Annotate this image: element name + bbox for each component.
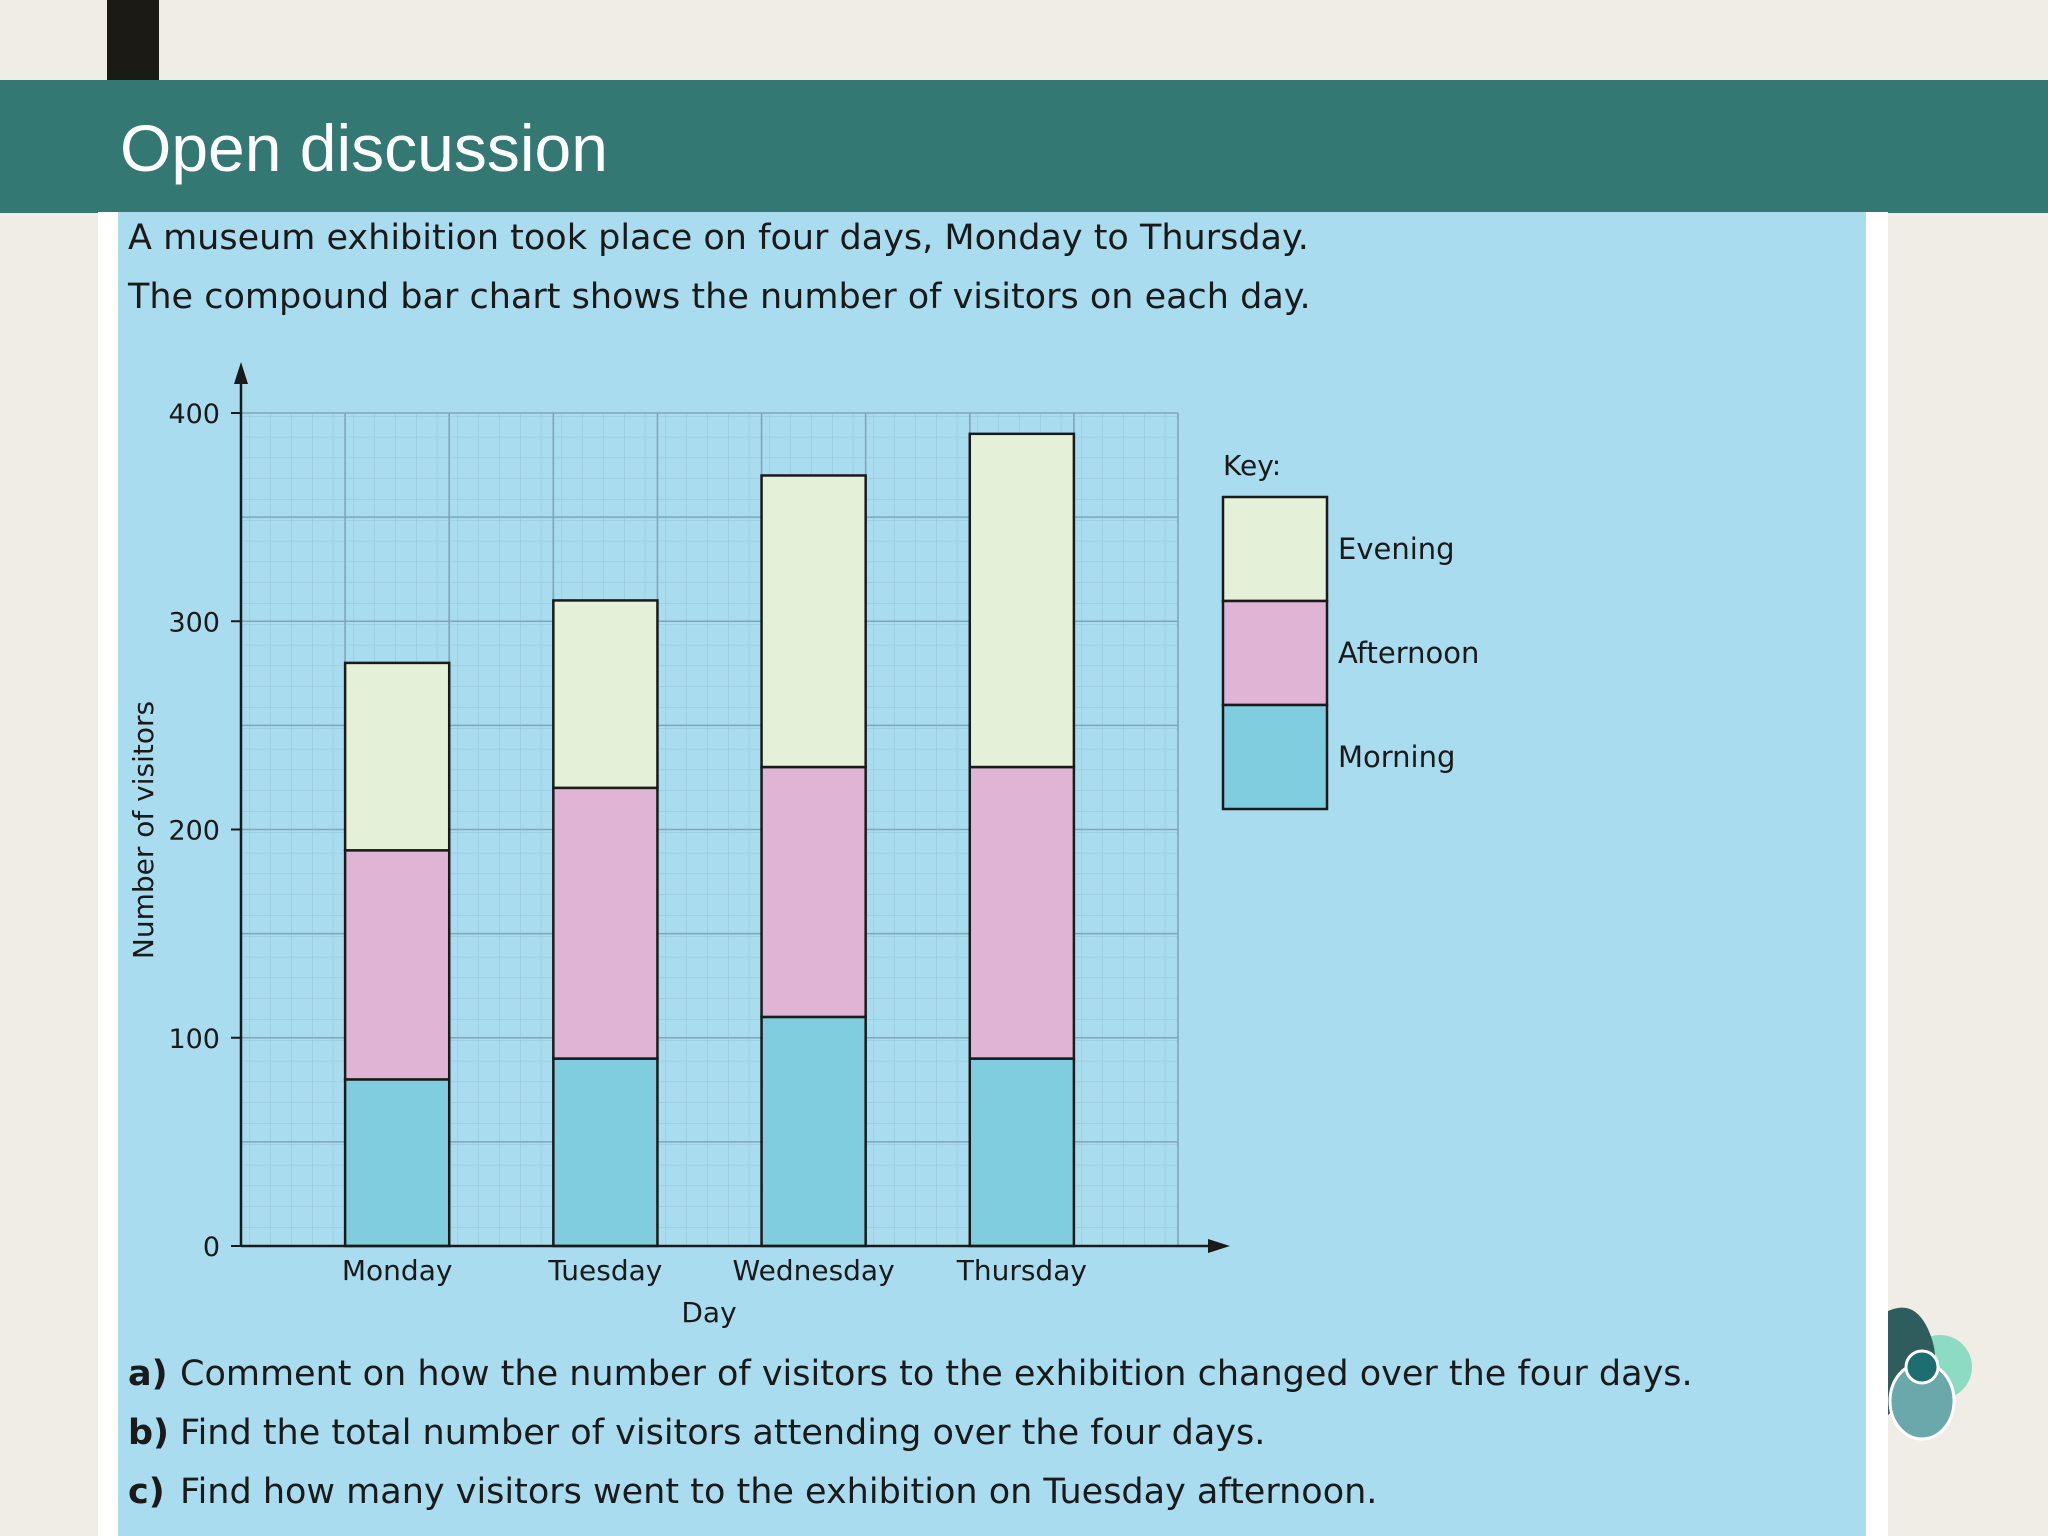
- decorative-bar: [107, 0, 159, 80]
- y-tick-label: 100: [168, 1024, 220, 1055]
- legend-label-morning: Morning: [1338, 740, 1455, 774]
- question-text: Comment on how the number of visitors to…: [180, 1354, 1693, 1394]
- page-title: Open discussion: [120, 111, 608, 185]
- intro-line: A museum exhibition took place on four d…: [128, 218, 1309, 258]
- bar-segment-evening: [760, 474, 867, 769]
- bar-segment-evening: [552, 599, 659, 790]
- question-letter: b): [128, 1413, 170, 1453]
- bar-segment-afternoon: [552, 786, 659, 1060]
- x-tick-label: Tuesday: [547, 1254, 662, 1287]
- legend-label-evening: Evening: [1338, 532, 1455, 566]
- bar-segment-afternoon: [968, 765, 1076, 1060]
- bar-segment-evening: [343, 661, 451, 852]
- bar-segment-morning: [760, 1015, 867, 1248]
- bar-segment-morning: [343, 1078, 451, 1248]
- y-tick-label: 200: [168, 816, 220, 847]
- chart-legend: Key: Evening Afternoon Morning: [1221, 449, 1479, 811]
- y-tick-label: 300: [168, 607, 220, 638]
- x-tick-label: Thursday: [956, 1254, 1087, 1287]
- decorative-logo: [1888, 1307, 1972, 1441]
- bar-segment-morning: [968, 1057, 1076, 1248]
- bar-segment-afternoon: [760, 765, 867, 1019]
- legend-swatch-afternoon: [1221, 599, 1329, 707]
- bar-segment-morning: [552, 1057, 659, 1248]
- x-tick-label: Monday: [342, 1254, 453, 1287]
- legend-label-afternoon: Afternoon: [1338, 636, 1479, 670]
- question-letter: c): [128, 1472, 165, 1512]
- question-text: Find the total number of visitors attend…: [180, 1413, 1266, 1453]
- chart-bars: [343, 432, 1076, 1248]
- x-axis-label: Day: [681, 1296, 736, 1329]
- chart-axes: 0 100 200 300 400 Monday Tuesday Wednesday Thurs…: [127, 362, 1230, 1329]
- legend-swatch-evening: [1221, 495, 1329, 603]
- bar-segment-evening: [968, 432, 1076, 769]
- legend-title: Key:: [1223, 449, 1281, 482]
- question-a: a) Comment on how the number of visitors …: [128, 1354, 1693, 1394]
- stacked-bar-chart: 0 100 200 300 400 Monday Tuesday Wednesday Thurs…: [127, 362, 1479, 1329]
- y-axis-label: Number of visitors: [127, 701, 160, 959]
- y-tick-label: 400: [168, 399, 220, 430]
- bar-segment-afternoon: [343, 849, 451, 1081]
- y-axis-arrow: [234, 362, 248, 384]
- x-tick-label: Wednesday: [733, 1254, 895, 1287]
- intro-line: The compound bar chart shows the number …: [128, 277, 1311, 317]
- y-tick-label: 0: [203, 1232, 220, 1263]
- question-text: Find how many visitors went to the exhib…: [180, 1472, 1378, 1512]
- question-b: b) Find the total number of visitors atte…: [128, 1413, 1265, 1453]
- x-axis-arrow: [1208, 1239, 1230, 1253]
- legend-swatch-morning: [1221, 703, 1329, 811]
- question-letter: a): [128, 1354, 168, 1394]
- title-banner: [0, 80, 2048, 213]
- question-c: c) Find how many visitors went to the exh…: [128, 1472, 1377, 1512]
